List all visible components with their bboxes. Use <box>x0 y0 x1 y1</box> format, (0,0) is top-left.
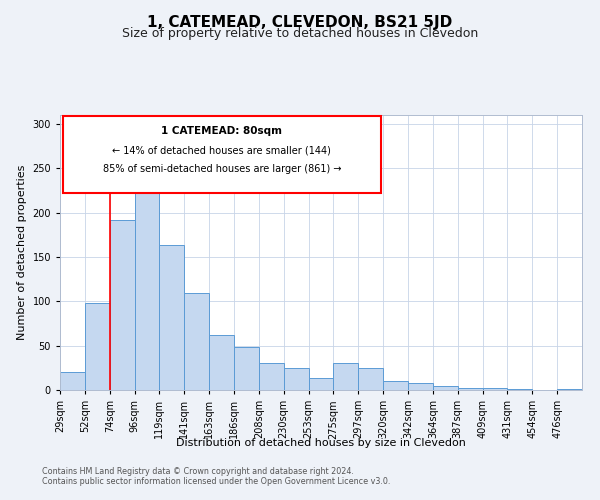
Bar <box>433 386 458 390</box>
Bar <box>259 364 284 390</box>
Bar <box>308 378 334 390</box>
Text: 85% of semi-detached houses are larger (861) →: 85% of semi-detached houses are larger (… <box>103 164 341 174</box>
Text: Size of property relative to detached houses in Clevedon: Size of property relative to detached ho… <box>122 28 478 40</box>
Bar <box>383 381 408 390</box>
Bar <box>284 368 308 390</box>
FancyBboxPatch shape <box>62 116 381 194</box>
Bar <box>110 220 134 390</box>
Bar <box>234 348 259 390</box>
Bar <box>160 244 184 390</box>
Bar <box>60 372 85 390</box>
Text: 1, CATEMEAD, CLEVEDON, BS21 5JD: 1, CATEMEAD, CLEVEDON, BS21 5JD <box>148 15 452 30</box>
Bar <box>482 388 508 390</box>
Y-axis label: Number of detached properties: Number of detached properties <box>17 165 27 340</box>
Bar <box>358 368 383 390</box>
Bar <box>508 389 532 390</box>
Bar <box>557 389 582 390</box>
Text: Contains HM Land Registry data © Crown copyright and database right 2024.: Contains HM Land Registry data © Crown c… <box>42 467 354 476</box>
Bar <box>209 335 234 390</box>
Bar <box>85 303 110 390</box>
Text: ← 14% of detached houses are smaller (144): ← 14% of detached houses are smaller (14… <box>112 145 331 155</box>
Text: Contains public sector information licensed under the Open Government Licence v3: Contains public sector information licen… <box>42 476 391 486</box>
Text: 1 CATEMEAD: 80sqm: 1 CATEMEAD: 80sqm <box>161 126 283 136</box>
Bar <box>408 383 433 390</box>
Bar <box>458 388 482 390</box>
Text: Distribution of detached houses by size in Clevedon: Distribution of detached houses by size … <box>176 438 466 448</box>
Bar <box>334 364 358 390</box>
Bar <box>184 294 209 390</box>
Bar <box>134 176 160 390</box>
